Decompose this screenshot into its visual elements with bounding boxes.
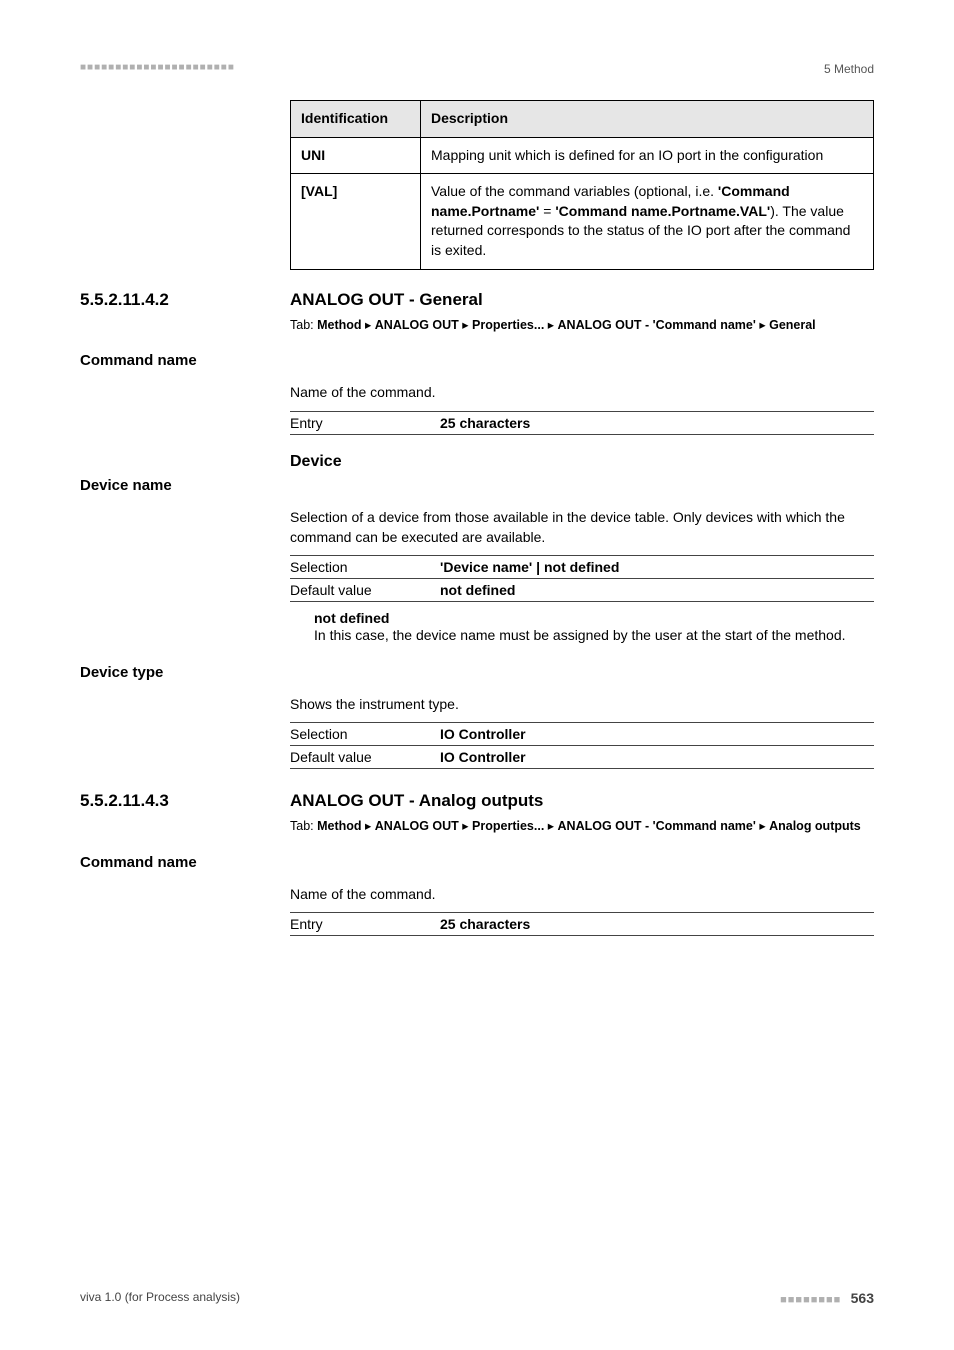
header-dots: ■■■■■■■■■■■■■■■■■■■■■■ [80, 62, 235, 73]
not-defined-title: not defined [314, 610, 874, 626]
device-name-text: Selection of a device from those availab… [290, 507, 874, 548]
label-command-name: Command name [80, 352, 280, 369]
tab-path: Tab: Method ▸ ANALOG OUT ▸ Properties...… [290, 817, 874, 836]
selection-value: IO Controller [440, 726, 526, 742]
command-name-text: Name of the command. [290, 884, 874, 904]
device-type-text: Shows the instrument type. [290, 694, 874, 714]
section-title: ANALOG OUT - Analog outputs [290, 791, 874, 811]
default-key: Default value [290, 749, 440, 765]
entry-key: Entry [290, 415, 440, 431]
entry-value: 25 characters [440, 916, 530, 932]
section-title: ANALOG OUT - General [290, 290, 874, 310]
default-key: Default value [290, 582, 440, 598]
table-row: [VAL] Value of the command variables (op… [291, 174, 874, 269]
th-description: Description [421, 101, 874, 138]
section-number: 5.5.2.11.4.2 [80, 290, 169, 310]
tab-path: Tab: Method ▸ ANALOG OUT ▸ Properties...… [290, 316, 874, 335]
page-number: 563 [851, 1290, 874, 1306]
label-device-name: Device name [80, 477, 280, 494]
footer-dots: ■■■■■■■■ [780, 1294, 841, 1306]
table-row: UNI Mapping unit which is defined for an… [291, 137, 874, 174]
entry-key: Entry [290, 916, 440, 932]
not-defined-text: In this case, the device name must be as… [314, 626, 874, 646]
cell-desc: Value of the command variables (optional… [421, 174, 874, 269]
entry-value: 25 characters [440, 415, 530, 431]
selection-key: Selection [290, 559, 440, 575]
selection-key: Selection [290, 726, 440, 742]
command-name-text: Name of the command. [290, 382, 874, 402]
label-device-type: Device type [80, 664, 280, 681]
identification-table: Identification Description UNI Mapping u… [290, 100, 874, 270]
cell-id: [VAL] [291, 174, 421, 269]
th-identification: Identification [291, 101, 421, 138]
section-number: 5.5.2.11.4.3 [80, 791, 169, 811]
label-command-name: Command name [80, 854, 280, 871]
cell-id: UNI [291, 137, 421, 174]
footer-left: viva 1.0 (for Process analysis) [80, 1290, 240, 1306]
default-value: not defined [440, 582, 515, 598]
header-section: 5 Method [824, 62, 874, 76]
selection-value: 'Device name' | not defined [440, 559, 619, 575]
default-value: IO Controller [440, 749, 526, 765]
cell-desc: Mapping unit which is defined for an IO … [421, 137, 874, 174]
device-heading: Device [290, 453, 874, 471]
